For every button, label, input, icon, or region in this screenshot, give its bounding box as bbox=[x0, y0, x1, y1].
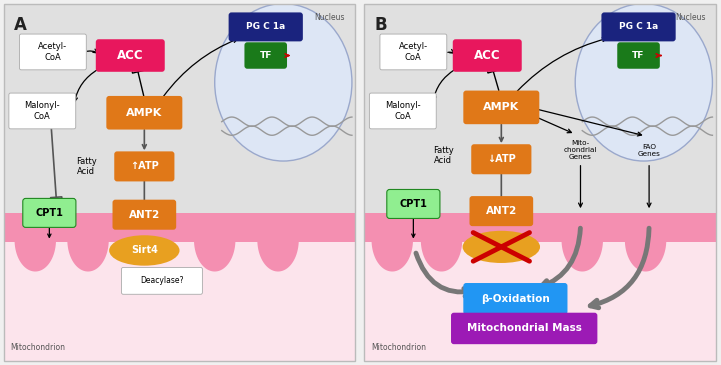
FancyBboxPatch shape bbox=[23, 199, 76, 227]
Text: PG C 1a: PG C 1a bbox=[619, 22, 658, 31]
Text: Mito-
chondrial
Genes: Mito- chondrial Genes bbox=[564, 140, 597, 160]
FancyBboxPatch shape bbox=[453, 39, 522, 72]
Text: CPT1: CPT1 bbox=[35, 208, 63, 218]
FancyBboxPatch shape bbox=[386, 189, 440, 218]
Text: B: B bbox=[375, 16, 387, 34]
Text: Nucleus: Nucleus bbox=[314, 12, 345, 22]
Text: ANT2: ANT2 bbox=[129, 210, 160, 220]
Bar bbox=[4, 213, 355, 242]
Text: A: A bbox=[14, 16, 27, 34]
Text: ANT2: ANT2 bbox=[486, 206, 517, 216]
Text: Mitochondrion: Mitochondrion bbox=[371, 343, 426, 353]
FancyBboxPatch shape bbox=[112, 200, 176, 230]
Text: Deacylase?: Deacylase? bbox=[140, 276, 184, 285]
FancyBboxPatch shape bbox=[464, 283, 567, 315]
Ellipse shape bbox=[463, 231, 540, 263]
FancyBboxPatch shape bbox=[369, 93, 436, 129]
Text: FAO
Genes: FAO Genes bbox=[637, 144, 660, 157]
FancyBboxPatch shape bbox=[472, 144, 531, 174]
Text: ↑ATP: ↑ATP bbox=[130, 161, 159, 172]
Text: ↓ATP: ↓ATP bbox=[487, 154, 516, 164]
Text: ACC: ACC bbox=[117, 49, 143, 62]
Text: Nucleus: Nucleus bbox=[675, 12, 705, 22]
Text: Sirt4: Sirt4 bbox=[131, 246, 158, 255]
Text: CPT1: CPT1 bbox=[399, 199, 428, 209]
Text: Malonyl-
CoA: Malonyl- CoA bbox=[25, 101, 60, 121]
FancyBboxPatch shape bbox=[469, 196, 533, 226]
Bar bbox=[364, 213, 716, 242]
FancyBboxPatch shape bbox=[96, 39, 165, 72]
Text: Mitochondrion: Mitochondrion bbox=[11, 343, 66, 353]
Ellipse shape bbox=[215, 4, 352, 161]
Text: PG C 1a: PG C 1a bbox=[246, 22, 286, 31]
FancyBboxPatch shape bbox=[121, 268, 203, 294]
Ellipse shape bbox=[575, 4, 712, 161]
FancyBboxPatch shape bbox=[464, 91, 539, 124]
Text: Acetyl-
CoA: Acetyl- CoA bbox=[38, 42, 68, 62]
FancyBboxPatch shape bbox=[601, 12, 676, 41]
FancyBboxPatch shape bbox=[229, 12, 303, 41]
Bar bbox=[364, 4, 716, 213]
FancyBboxPatch shape bbox=[617, 42, 660, 69]
Bar bbox=[4, 242, 355, 361]
FancyBboxPatch shape bbox=[106, 96, 182, 130]
Bar bbox=[364, 242, 716, 361]
Text: AMPK: AMPK bbox=[126, 108, 162, 118]
Text: β-Oxidation: β-Oxidation bbox=[481, 294, 550, 304]
Text: Acetyl-
CoA: Acetyl- CoA bbox=[399, 42, 428, 62]
FancyBboxPatch shape bbox=[380, 34, 447, 70]
FancyBboxPatch shape bbox=[19, 34, 87, 70]
Ellipse shape bbox=[109, 235, 180, 266]
Text: TF: TF bbox=[632, 51, 645, 60]
FancyBboxPatch shape bbox=[9, 93, 76, 129]
Bar bbox=[4, 4, 355, 213]
Text: Fatty
Acid: Fatty Acid bbox=[76, 157, 97, 176]
Text: ACC: ACC bbox=[474, 49, 500, 62]
Text: Fatty
Acid: Fatty Acid bbox=[433, 146, 454, 165]
Text: AMPK: AMPK bbox=[483, 103, 519, 112]
Text: Mitochondrial Mass: Mitochondrial Mass bbox=[466, 323, 582, 334]
Text: Malonyl-
CoA: Malonyl- CoA bbox=[385, 101, 420, 121]
FancyBboxPatch shape bbox=[244, 42, 287, 69]
FancyBboxPatch shape bbox=[114, 151, 174, 181]
Text: TF: TF bbox=[260, 51, 272, 60]
FancyBboxPatch shape bbox=[451, 313, 598, 344]
